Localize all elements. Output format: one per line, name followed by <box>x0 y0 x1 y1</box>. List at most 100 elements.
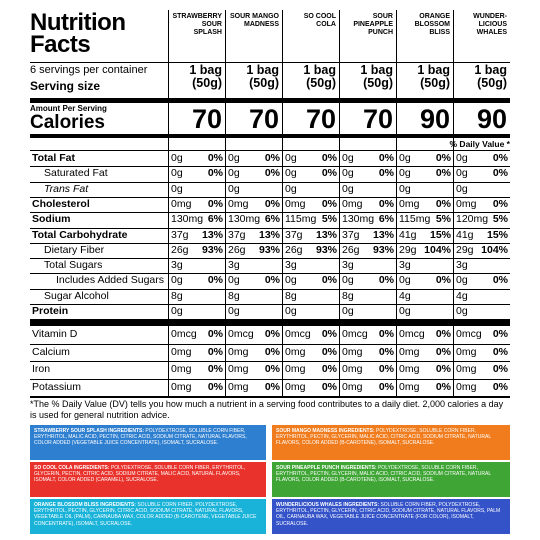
product-name: SO COOL COLA <box>303 13 336 28</box>
nutrient-amount: 0mcg <box>228 328 254 340</box>
column-line <box>396 10 397 396</box>
nutrient-amount: 0mg <box>399 380 420 393</box>
nutrient-amount: 130mg <box>228 213 261 226</box>
daily-value: 0% <box>435 197 451 210</box>
nutrient-amount: 4g <box>456 289 468 302</box>
nutrient-amount: 0mg <box>342 345 363 358</box>
daily-value: 0% <box>207 197 223 210</box>
nutrient-amount: 0g <box>228 274 240 287</box>
nutrient-amount: 4g <box>399 289 411 302</box>
nutrient-amount: 0mg <box>456 197 477 210</box>
nutrient-name: Calcium <box>32 345 70 358</box>
nutrient-amount: 0g <box>228 182 240 195</box>
serving-size: 1 bag (50g) <box>189 63 222 90</box>
rule <box>30 304 510 305</box>
calories-value: 70 <box>305 104 336 134</box>
nutrient-amount: 0g <box>228 305 240 317</box>
daily-value: 104% <box>424 243 451 256</box>
nutrient-amount: 0mg <box>285 197 306 210</box>
nutrient-amount: 0g <box>456 152 468 164</box>
nutrient-amount: 0mcg <box>285 328 311 340</box>
rule <box>30 166 510 168</box>
daily-value: 0% <box>264 363 280 375</box>
nutrient-amount: 37g <box>285 228 303 241</box>
nutrient-amount: 41g <box>399 228 417 241</box>
daily-value: 0% <box>264 167 280 180</box>
daily-value: 0% <box>492 328 508 340</box>
nutrient-amount: 3g <box>228 259 240 272</box>
nutrient-name: Iron <box>32 363 51 375</box>
nutrient-amount: 0g <box>456 167 468 180</box>
nutrient-amount: 37g <box>342 228 360 241</box>
nutrient-amount: 0mg <box>456 380 477 393</box>
rule <box>30 134 510 138</box>
nutrient-name: Sodium <box>32 213 71 226</box>
nutrient-amount: 8g <box>342 289 354 302</box>
daily-value: 13% <box>372 228 394 241</box>
nutrient-amount: 0g <box>285 152 297 164</box>
calories-value: 70 <box>191 104 222 134</box>
daily-value: 13% <box>258 228 280 241</box>
nutrient-amount: 0mg <box>456 363 477 375</box>
nutrient-amount: 0mg <box>171 363 192 375</box>
daily-value: 93% <box>258 243 280 256</box>
nutrient-amount: 0g <box>342 152 354 164</box>
ingredients-title: SOUR MANGO MADNESS INGREDIENTS: <box>276 428 375 434</box>
calories-value: 70 <box>248 104 279 134</box>
serving-size: 1 bag (50g) <box>474 63 507 90</box>
daily-value: 13% <box>315 228 337 241</box>
nutrient-amount: 130mg <box>171 213 204 226</box>
daily-value: 0% <box>264 274 280 287</box>
ingredients-box: SO COOL COLA INGREDIENTS: POLYDEXTROSE, … <box>30 462 266 497</box>
column-line <box>225 10 226 396</box>
nutrient-amount: 0g <box>456 274 468 287</box>
nutrient-amount: 0g <box>171 167 183 180</box>
nutrient-amount: 0mg <box>171 345 192 358</box>
footnote: *The % Daily Value (DV) tells you how mu… <box>30 399 504 420</box>
daily-value: 0% <box>492 363 508 375</box>
daily-value: 0% <box>378 152 394 164</box>
ingredients-title: SOUR PINEAPPLE PUNCH INGREDIENTS: <box>276 465 377 471</box>
daily-value: 0% <box>207 328 223 340</box>
daily-value: 0% <box>321 167 337 180</box>
ingredients-title: ORANGE BLOSSOM BLISS INGREDIENTS: <box>34 502 136 508</box>
ingredients-box: WUNDERLICIOUS WHALES INGREDIENTS: SOLUBL… <box>272 499 510 534</box>
daily-value: 0% <box>378 363 394 375</box>
daily-value: 0% <box>435 345 451 358</box>
column-line <box>339 10 340 396</box>
nutrient-amount: 0mg <box>342 363 363 375</box>
daily-value: 0% <box>435 363 451 375</box>
nutrient-amount: 0g <box>342 305 354 317</box>
nutrient-amount: 0g <box>399 182 411 195</box>
nutrient-name: Cholesterol <box>32 197 90 210</box>
daily-value: 0% <box>492 345 508 358</box>
rule <box>30 258 510 260</box>
nutrient-amount: 0g <box>342 274 354 287</box>
serving-size: 1 bag (50g) <box>303 63 336 90</box>
nutrient-amount: 0g <box>285 305 297 317</box>
ingredients-text: SOLUBLE CORN FIBER, POLYDEXTROSE, ERYTHR… <box>276 502 501 527</box>
nutrient-amount: 130mg <box>342 213 375 226</box>
ingredients-title: SO COOL COLA INGREDIENTS: <box>34 465 110 471</box>
nutrient-amount: 0g <box>399 167 411 180</box>
product-name: ORANGE BLOSSOM BLISS <box>414 13 450 36</box>
daily-value: 0% <box>378 345 394 358</box>
daily-value: 0% <box>264 380 280 393</box>
daily-value: 0% <box>492 167 508 180</box>
product-name: STRAWBERRY SOUR SPLASH <box>172 13 222 36</box>
rule <box>30 181 510 183</box>
rule <box>30 212 510 214</box>
nutrient-amount: 0mg <box>228 345 249 358</box>
daily-value: 0% <box>492 274 508 287</box>
nutrient-amount: 29g <box>399 243 417 256</box>
serving-size: 1 bag (50g) <box>246 63 279 90</box>
daily-value: 93% <box>372 243 394 256</box>
nutrient-amount: 0g <box>399 152 411 164</box>
nutrient-amount: 0g <box>456 182 468 195</box>
daily-value: 6% <box>207 213 223 226</box>
nutrient-name: Dietary Fiber <box>44 243 105 256</box>
nutrient-amount: 0mg <box>399 345 420 358</box>
daily-value: 0% <box>492 197 508 210</box>
rule <box>30 273 510 275</box>
